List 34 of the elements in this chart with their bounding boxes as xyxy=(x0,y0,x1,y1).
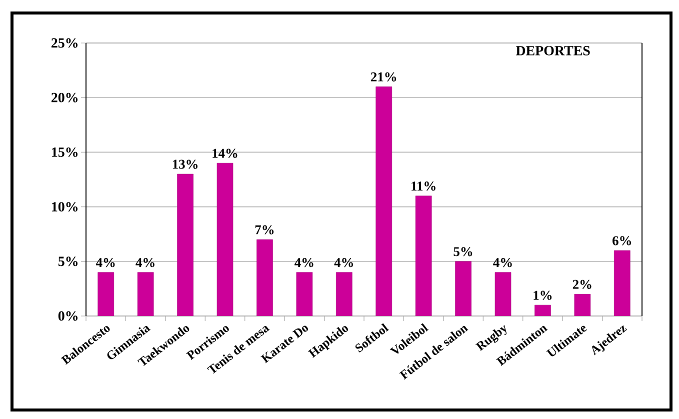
data-label: 5% xyxy=(454,247,472,256)
data-label: 7% xyxy=(255,225,274,234)
bar xyxy=(574,294,591,316)
bar xyxy=(494,272,512,316)
bar xyxy=(455,261,472,316)
data-label: 4% xyxy=(294,258,314,268)
bar xyxy=(177,174,194,316)
bar xyxy=(614,250,630,316)
y-tick-label: 10% xyxy=(52,202,78,212)
data-label: 13% xyxy=(172,160,198,169)
data-label: 21% xyxy=(370,72,396,82)
data-label: 14% xyxy=(212,148,238,158)
data-label: 1% xyxy=(534,290,552,300)
bar xyxy=(256,239,273,316)
data-label: 4% xyxy=(136,258,154,268)
y-tick-label: 20% xyxy=(51,92,78,102)
data-label: 4% xyxy=(96,258,115,268)
bar xyxy=(376,86,392,316)
y-tick-label: 0% xyxy=(58,311,78,321)
bar xyxy=(98,272,114,316)
bar xyxy=(137,272,154,316)
data-label: 4% xyxy=(334,258,353,268)
y-tick-label: 25% xyxy=(51,38,78,48)
bar xyxy=(216,162,234,316)
data-label: 2% xyxy=(572,280,592,289)
data-label: 4% xyxy=(493,258,512,268)
bar xyxy=(415,196,432,316)
data-label: 11% xyxy=(412,182,436,191)
y-tick-label: 5% xyxy=(58,256,78,266)
chart-title: DEPORTES xyxy=(516,46,590,56)
bar xyxy=(296,272,313,316)
data-label: 6% xyxy=(612,236,631,246)
bar xyxy=(336,272,352,316)
y-tick-label: 15% xyxy=(52,147,78,157)
